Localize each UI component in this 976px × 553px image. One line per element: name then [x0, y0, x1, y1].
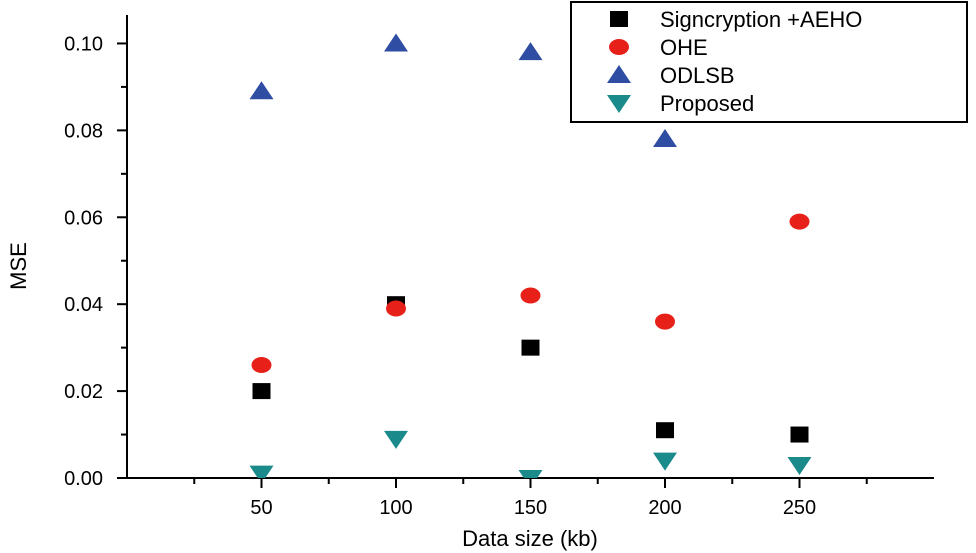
legend-box: [570, 1, 968, 123]
data-point-ohe: [251, 357, 272, 374]
data-point-ohe: [386, 300, 406, 317]
data-point-proposed: [384, 430, 408, 449]
data-marks: [249, 33, 812, 478]
y-tick-label: 0.08: [64, 120, 103, 142]
data-point-odlsb: [518, 42, 543, 61]
legend: Signcryption +AEHO OHE ODLSB Proposed: [570, 1, 968, 123]
y-axis-label: MSE: [6, 242, 31, 290]
legend-marker-ohe: [609, 39, 629, 55]
x-tick-label: 150: [514, 497, 547, 519]
legend-marker-odlsb: [607, 65, 631, 83]
data-point-proposed: [518, 470, 543, 478]
x-tick-label: 200: [648, 497, 681, 519]
data-point-signcryption-aeho: [252, 383, 271, 400]
data-point-proposed: [653, 452, 677, 471]
data-point-signcryption-aeho: [790, 426, 809, 443]
legend-marker-signcryption-aeho: [610, 11, 628, 27]
y-tick-label: 0.00: [64, 468, 103, 490]
data-point-proposed: [249, 465, 274, 478]
x-tick-label: 100: [379, 497, 412, 519]
legend-label: ODLSB: [660, 63, 735, 88]
y-tick-label: 0.10: [64, 33, 103, 55]
x-axis-label: Data size (kb): [462, 526, 598, 551]
x-tick-label: 50: [250, 497, 272, 519]
data-point-signcryption-aeho: [521, 339, 540, 356]
legend-label: Proposed: [660, 91, 754, 116]
y-tick-label: 0.02: [64, 381, 103, 403]
data-point-proposed: [787, 456, 812, 475]
data-point-odlsb: [249, 81, 274, 100]
y-tick-label: 0.04: [64, 294, 103, 316]
data-point-ohe: [520, 287, 541, 304]
legend-label: OHE: [660, 35, 708, 60]
data-point-ohe: [789, 213, 810, 230]
legend-marker-proposed: [607, 95, 631, 113]
y-tick-label: 0.06: [64, 207, 103, 229]
data-point-odlsb: [384, 33, 408, 52]
data-point-ohe: [655, 313, 675, 330]
data-point-odlsb: [653, 129, 677, 148]
legend-label: Signcryption +AEHO: [660, 7, 862, 32]
x-tick-label: 250: [783, 497, 816, 519]
axes: 50 100 150 200 250 0.00 0.02 0.04 0.06 0.08 0.10: [64, 15, 934, 519]
data-point-signcryption-aeho: [656, 422, 674, 439]
